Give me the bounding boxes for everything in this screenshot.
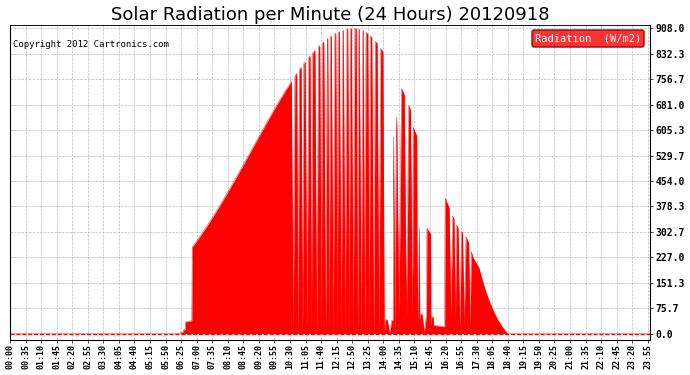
Legend: Radiation  (W/m2): Radiation (W/m2) [532, 30, 644, 46]
Text: Copyright 2012 Cartronics.com: Copyright 2012 Cartronics.com [13, 40, 169, 49]
Title: Solar Radiation per Minute (24 Hours) 20120918: Solar Radiation per Minute (24 Hours) 20… [110, 6, 549, 24]
